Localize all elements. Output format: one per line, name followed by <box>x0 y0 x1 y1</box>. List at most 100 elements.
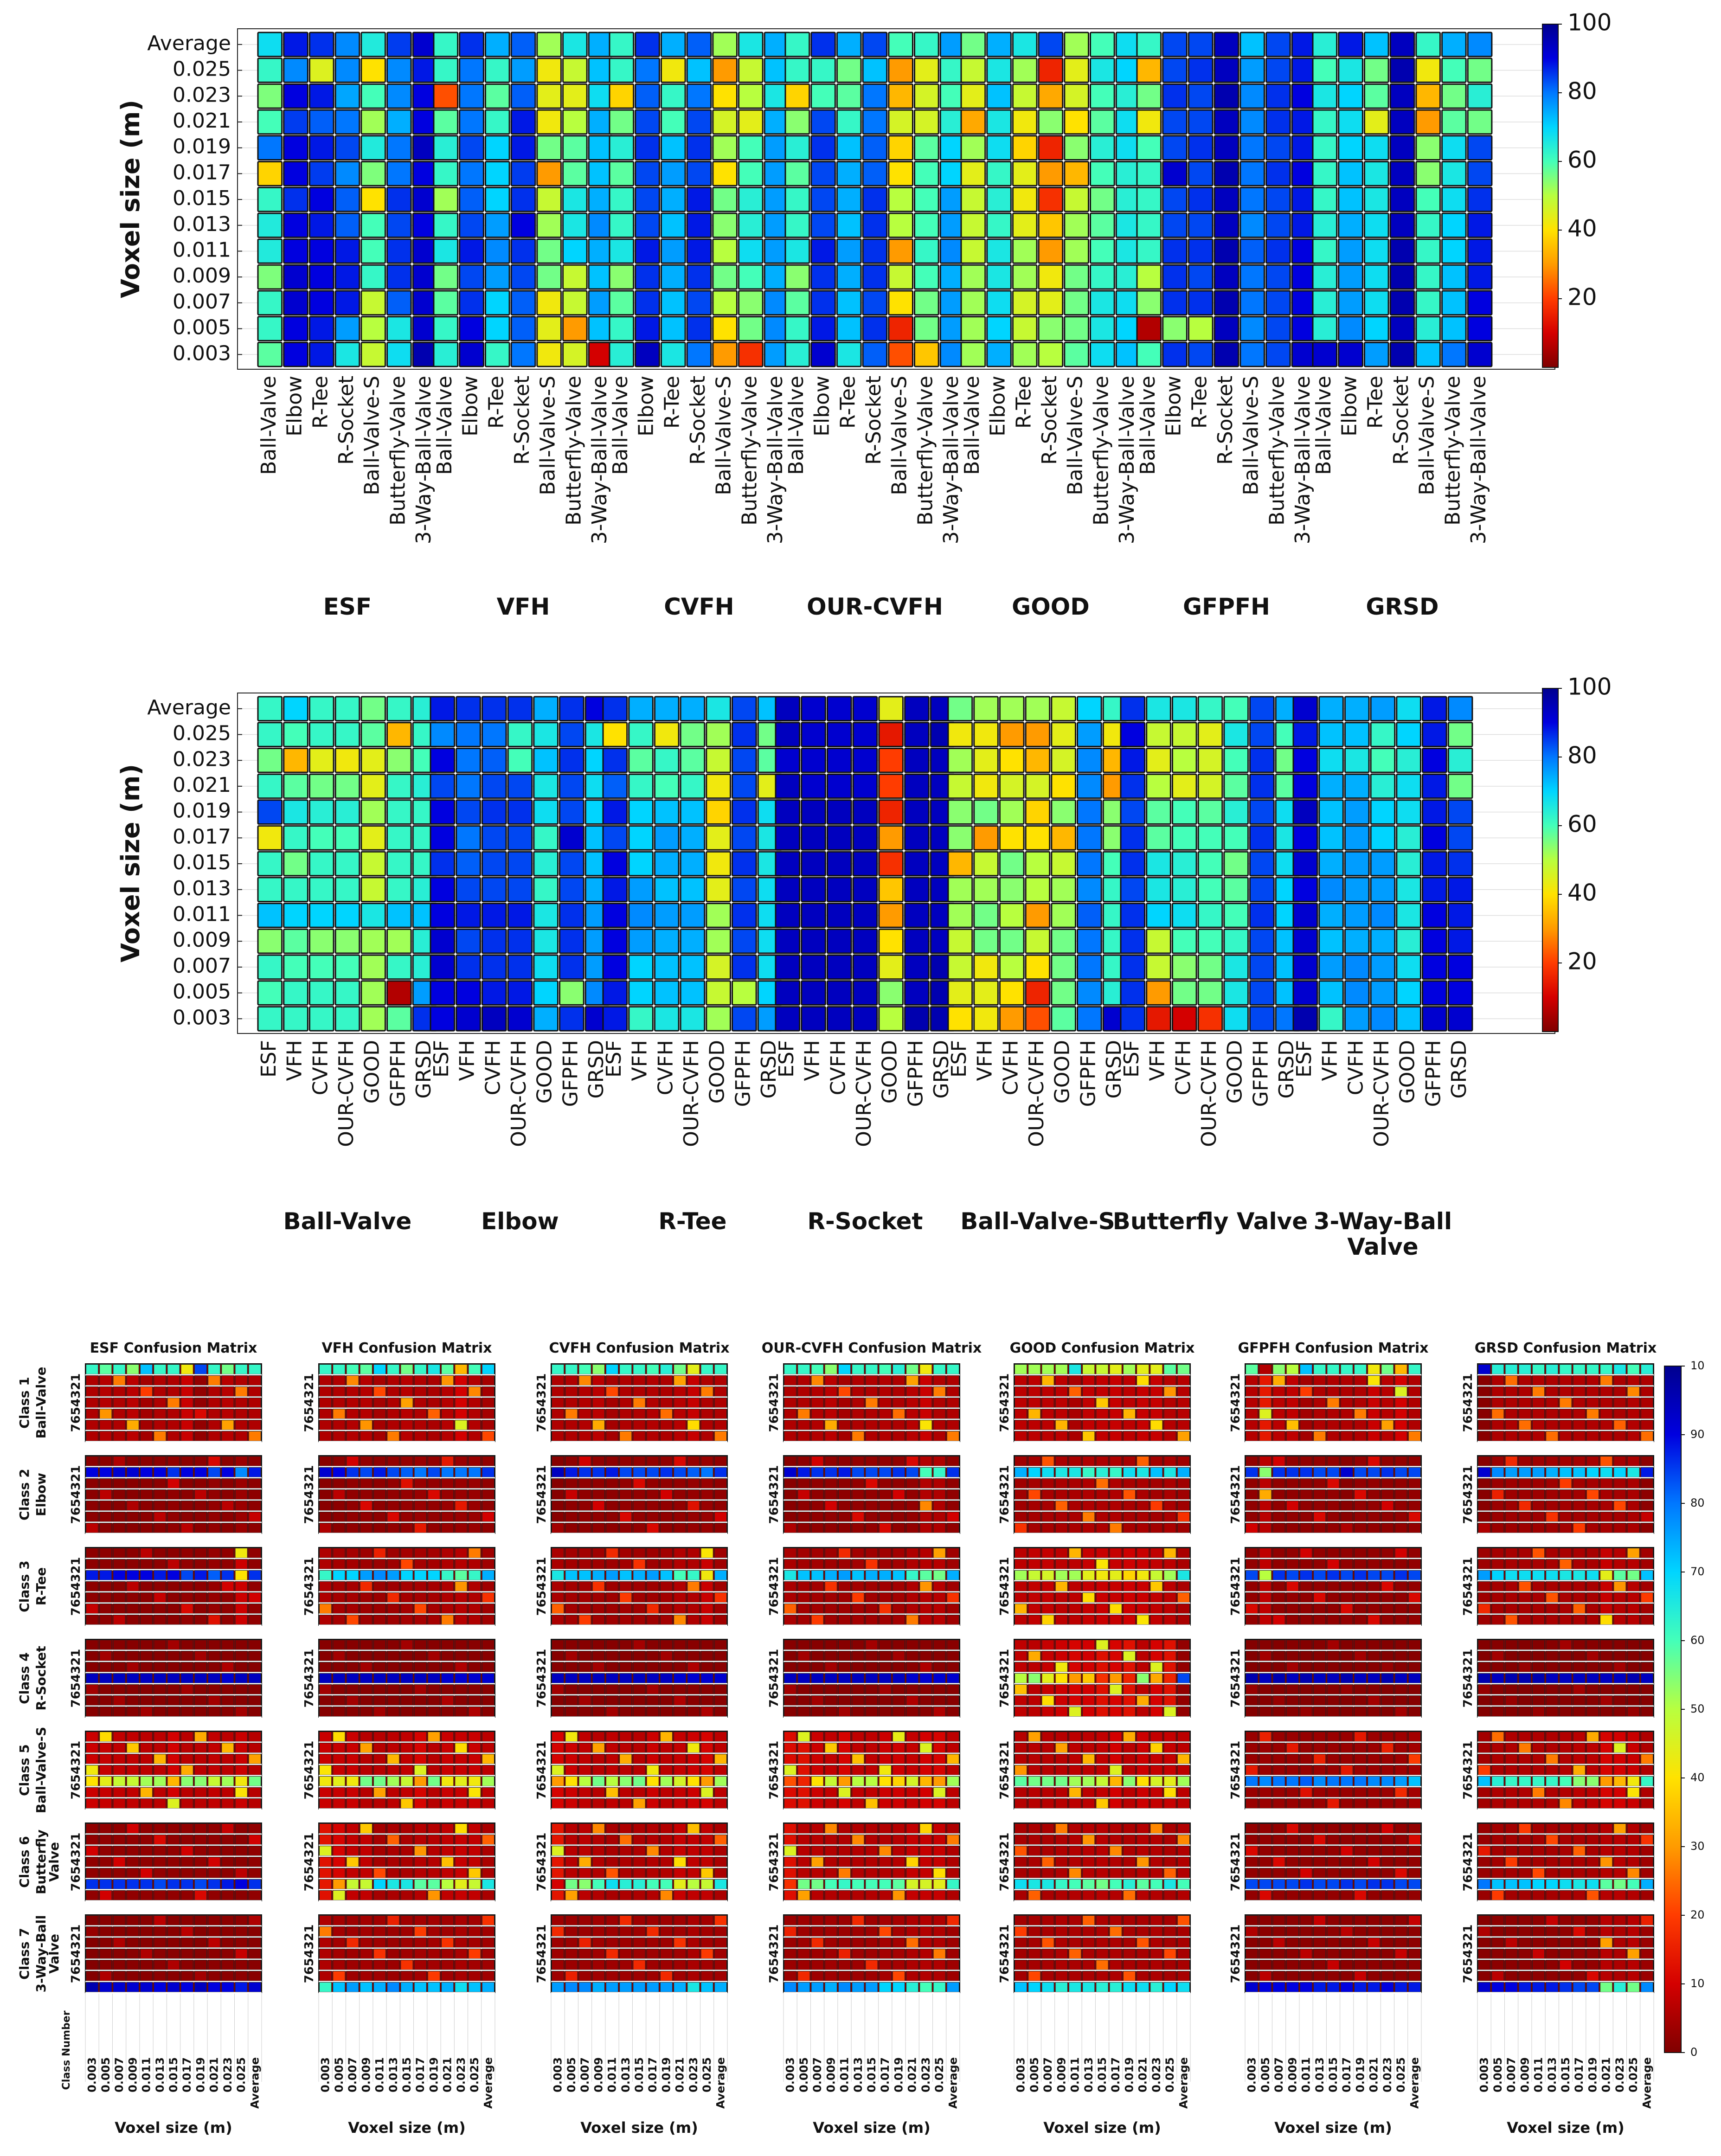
cm-xtick-label: 0.007 <box>811 2057 824 2092</box>
panel2-ytick-label: 0.013 <box>173 877 231 900</box>
cm-xtick-label: 0.017 <box>180 2057 193 2092</box>
cm-cell-3-5-2-4 <box>838 1846 850 1856</box>
cm-cell-1-4-4-8 <box>428 1777 440 1786</box>
panel1-cell-0-5-4 <box>361 162 385 186</box>
cm-cell-0-4-0-9 <box>208 1732 220 1742</box>
panel1-cell-0-6-2 <box>309 187 334 212</box>
panel2-cell-3-1-4 <box>879 723 903 747</box>
cm-cell-0-6-6-0 <box>86 1983 98 1992</box>
cm-cell-2-2-4-0 <box>552 1593 564 1603</box>
cm-cell-2-3-0-0 <box>552 1640 564 1650</box>
cm-cell-4-1-4-10 <box>1150 1501 1162 1511</box>
panel1-cell-5-3-0 <box>1137 110 1161 134</box>
cm-cell-0-6-5-1 <box>100 1971 112 1981</box>
cm-cell-0-1-6-9 <box>208 1523 220 1533</box>
cm-cell-4-2-5-6 <box>1096 1604 1108 1614</box>
cm-cell-2-5-3-4 <box>606 1857 618 1867</box>
cm-cell-4-4-5-4 <box>1069 1788 1081 1797</box>
cm-cell-1-3-1-1 <box>333 1651 345 1661</box>
panel1-cell-4-11-4 <box>1065 317 1089 341</box>
cm-cell-4-0-5-7 <box>1110 1420 1122 1430</box>
panel2-cell-2-8-1 <box>629 904 653 928</box>
panel2-cell-2-2-5 <box>732 748 757 772</box>
cm-cell-4-2-0-10 <box>1150 1548 1162 1558</box>
cm-cell-2-3-1-4 <box>606 1651 618 1661</box>
cm-cell-1-3-2-12 <box>482 1662 494 1672</box>
cm-cell-3-0-5-8 <box>893 1420 905 1430</box>
cm-cell-0-4-5-8 <box>194 1788 206 1797</box>
cm-cell-2-3-0-8 <box>660 1640 672 1650</box>
cm-cell-0-3-3-1 <box>100 1674 112 1683</box>
cm-cell-1-4-3-0 <box>320 1765 332 1775</box>
panel1-cell-3-1-5 <box>915 58 939 83</box>
panel2-cell-5-8-4 <box>1224 904 1248 928</box>
cm-cell-1-2-0-2 <box>347 1548 359 1558</box>
cm-cell-2-6-2-7 <box>647 1938 659 1948</box>
panel1-cell-6-11-6 <box>1468 317 1492 341</box>
panel1-cell-1-5-1 <box>460 162 484 186</box>
cm-cell-2-3-5-5 <box>620 1696 632 1706</box>
panel2-cell-5-6-5 <box>1250 852 1274 876</box>
cm-cell-0-3-2-5 <box>154 1662 166 1672</box>
cm-cell-1-3-0-6 <box>401 1640 413 1650</box>
cm-cell-4-2-0-6 <box>1096 1548 1108 1558</box>
panel2-cell-3-4-2 <box>827 800 851 824</box>
panel2-cell-4-4-1 <box>974 800 998 824</box>
cm-cell-1-6-2-3 <box>360 1938 372 1948</box>
panel2-cell-2-6-5 <box>732 852 757 876</box>
cm-cell-2-1-4-1 <box>565 1501 578 1511</box>
panel2-cell-6-2-4 <box>1397 748 1421 772</box>
cm-cell-4-5-3-1 <box>1028 1857 1040 1867</box>
cm-cell-4-1-3-8 <box>1123 1490 1135 1500</box>
cm-cell-0-2-0-2 <box>113 1548 125 1558</box>
cm-cell-2-2-6-0 <box>552 1615 564 1625</box>
panel2-cell-2-8-2 <box>655 904 679 928</box>
panel1-cell-3-0-5 <box>915 32 939 57</box>
cm-cell-0-6-1-9 <box>208 1927 220 1937</box>
cm-cell-3-2-4-11 <box>933 1593 945 1603</box>
cm-cell-3-3-0-1 <box>798 1640 810 1650</box>
panel1-cell-5-8-4 <box>1240 239 1265 263</box>
cm-cell-4-2-6-12 <box>1177 1615 1189 1625</box>
panel1-cell-6-1-3 <box>1390 58 1414 83</box>
cm-cell-3-0-2-6 <box>866 1387 878 1397</box>
cm-cell-2-4-4-8 <box>660 1777 672 1786</box>
cm-cell-3-4-1-7 <box>879 1743 891 1753</box>
cm-cell-3-5-2-6 <box>866 1846 878 1856</box>
cm-cell-1-2-5-9 <box>442 1604 454 1614</box>
cm-cell-1-4-3-12 <box>482 1765 494 1775</box>
cm-cell-1-0-1-3 <box>360 1376 372 1386</box>
cm-cell-3-4-2-10 <box>920 1754 932 1764</box>
panel1-cell-4-10-0 <box>961 291 985 315</box>
panel1-cell-3-3-4 <box>889 110 913 134</box>
cm-cell-4-4-3-10 <box>1150 1765 1162 1775</box>
cm-cell-2-0-5-9 <box>674 1420 686 1430</box>
cm-cell-4-0-4-1 <box>1028 1409 1040 1419</box>
cm-cell-0-4-3-10 <box>222 1765 234 1775</box>
cm-cell-3-3-6-2 <box>811 1707 823 1717</box>
cm-cell-2-3-1-6 <box>633 1651 645 1661</box>
panel1-cell-2-6-5 <box>739 187 763 212</box>
panel1-cell-5-9-2 <box>1188 265 1213 289</box>
cm-cell-4-2-0-4 <box>1069 1548 1081 1558</box>
cm-cell-1-3-5-7 <box>414 1696 426 1706</box>
cm-cell-1-6-0-4 <box>373 1916 385 1925</box>
cm-cell-0-2-6-4 <box>140 1615 152 1625</box>
cm-cell-0-1-5-0 <box>86 1512 98 1522</box>
cm-cell-3-0-2-8 <box>893 1387 905 1397</box>
cm-cell-3-2-1-1 <box>798 1559 810 1569</box>
cm-cell-1-4-2-1 <box>333 1754 345 1764</box>
cm-cell-2-1-0-12 <box>714 1457 726 1466</box>
cm-cell-0-1-1-3 <box>127 1468 139 1477</box>
panel1-cell-6-9-1 <box>1339 265 1363 289</box>
cm-cell-3-5-2-2 <box>811 1846 823 1856</box>
cm-cell-3-6-6-11 <box>933 1983 945 1992</box>
cm-cell-3-5-3-2 <box>811 1857 823 1867</box>
cm-cell-1-0-3-10 <box>455 1398 467 1408</box>
cm-cell-0-4-6-7 <box>181 1799 193 1809</box>
cm-cell-0-3-6-10 <box>222 1707 234 1717</box>
cm-cell-0-4-0-7 <box>181 1732 193 1742</box>
panel2-cell-3-7-0 <box>776 878 800 902</box>
panel2-cell-4-5-0 <box>948 826 972 850</box>
cm-cell-3-4-4-12 <box>947 1777 959 1786</box>
